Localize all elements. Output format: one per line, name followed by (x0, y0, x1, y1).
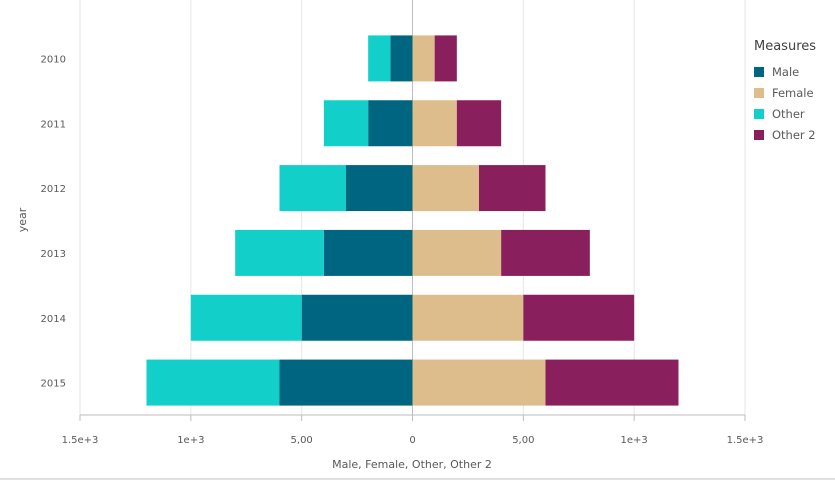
y-tick-label: 2014 (41, 314, 66, 325)
bar-other-2010 (368, 35, 391, 82)
x-tick-label: 1e+3 (177, 435, 204, 446)
bar-other-2014 (190, 294, 302, 341)
y-tick-label: 2011 (41, 119, 66, 130)
bar-male-2015 (279, 359, 413, 406)
bar-female-2015 (412, 359, 546, 406)
bar-other-2-2010 (434, 35, 457, 82)
bar-female-2014 (412, 294, 524, 341)
x-tick-label: 1e+3 (621, 435, 648, 446)
bar-other-2-2013 (501, 229, 590, 276)
legend-item-label: Female (772, 86, 814, 100)
bar-other-2-2011 (456, 100, 502, 147)
bar-male-2012 (346, 165, 413, 212)
legend[interactable]: Measures Male Female Other Other 2 (754, 39, 816, 142)
bars (146, 35, 679, 406)
bar-male-2011 (368, 100, 413, 147)
bar-female-2011 (412, 100, 457, 147)
legend-item-label: Male (772, 65, 799, 79)
legend-swatch (754, 109, 764, 119)
bar-female-2010 (412, 35, 435, 82)
bar-other-2-2012 (479, 165, 546, 212)
bar-female-2013 (412, 229, 502, 276)
legend-item-label: Other (772, 107, 805, 121)
x-tick-label: 1.5e+3 (727, 435, 764, 446)
bar-other-2013 (235, 229, 324, 276)
y-tick-label: 2010 (41, 54, 66, 65)
legend-title: Measures (754, 39, 816, 54)
x-axis-label: Male, Female, Other, Other 2 (332, 458, 492, 471)
x-tick-label: 5,00 (291, 435, 313, 446)
bar-male-2014 (301, 294, 413, 341)
legend-item-label: Other 2 (772, 128, 816, 142)
bar-other-2-2014 (523, 294, 635, 341)
y-tick-label: 2012 (41, 184, 66, 195)
bar-male-2013 (323, 229, 413, 276)
legend-swatch (754, 130, 764, 140)
bar-other-2011 (323, 100, 369, 147)
y-axis-label: year (16, 207, 29, 232)
y-tick-label: 2015 (41, 379, 66, 390)
x-tick-label: 0 (409, 435, 415, 446)
bottom-divider (0, 478, 835, 480)
legend-swatch (754, 88, 764, 98)
bar-other-2015 (146, 359, 280, 406)
bar-male-2010 (390, 35, 413, 82)
y-tick-label: 2013 (41, 249, 66, 260)
bar-other-2-2015 (545, 359, 679, 406)
legend-swatch (754, 67, 764, 77)
x-axis: 1.5e+3 1e+3 5,00 0 5,00 1e+3 1.5e+3 (62, 414, 764, 446)
x-tick-label: 1.5e+3 (62, 435, 99, 446)
bar-other-2012 (279, 165, 346, 212)
bar-female-2012 (412, 165, 479, 212)
y-axis-ticks: 2010 2011 2012 2013 2014 2015 (41, 54, 66, 389)
x-tick-label: 5,00 (512, 435, 534, 446)
